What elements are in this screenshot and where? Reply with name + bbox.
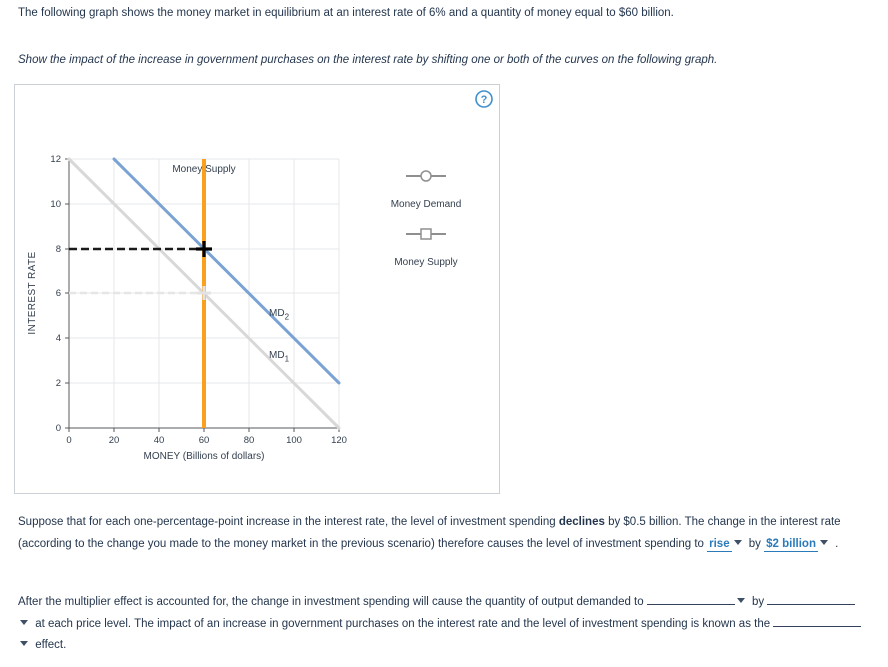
multiplier-question: After the multiplier effect is accounted… [18,592,866,657]
output-direction-dropdown[interactable] [646,592,735,605]
investment-amount-dropdown[interactable]: $2 billion [764,537,818,552]
investment-direction-dropdown[interactable]: rise [707,537,732,552]
legend-money-supply-label: Money Supply [394,257,457,268]
x-tick-labels: 0 20 40 60 80 100 120 [66,435,347,446]
effect-name-dropdown[interactable] [773,614,862,627]
svg-text:8: 8 [56,244,61,255]
dropdown-arrow-icon[interactable] [20,619,28,625]
dropdown-arrow-icon[interactable] [733,539,742,545]
svg-text:4: 4 [56,333,61,344]
money-supply-label: Money Supply [172,164,235,175]
graph-panel: ? [14,84,500,494]
svg-text:120: 120 [331,435,347,446]
original-equilibrium-marker [197,286,211,300]
y-tick-labels: 12 10 8 6 4 2 0 [50,154,61,434]
help-icon[interactable]: ? [475,90,493,108]
q1-text-3: by [745,537,765,550]
y-axis-title: INTEREST RATE [27,251,38,334]
q2-text-4: effect. [32,639,67,651]
dropdown-arrow-icon[interactable] [819,539,828,545]
q1-bold-declines: declines [558,516,605,528]
investment-spending-question: Suppose that for each one-percentage-poi… [18,512,866,555]
dropdown-arrow-icon[interactable] [736,598,745,603]
q1-text-1: Suppose that for each one-percentage-poi… [18,516,559,528]
svg-text:40: 40 [154,435,165,446]
svg-text:0: 0 [66,435,71,446]
svg-text:20: 20 [109,435,120,446]
money-demand-curve-new[interactable] [112,157,341,385]
money-market-graph: ? [27,90,493,462]
legend-money-demand-handle[interactable] [406,170,446,182]
x-axis-title: MONEY (Billions of dollars) [144,451,265,462]
md1-label: MD1 [269,350,290,364]
md2-label: MD2 [269,308,290,322]
instruction-text: Show the impact of the increase in gover… [18,54,718,66]
svg-text:10: 10 [50,199,61,210]
legend-money-demand-label: Money Demand [391,199,462,210]
q2-text-3: at each price level. The impact of an in… [32,617,774,630]
intro-text: The following graph shows the money mark… [18,7,674,19]
svg-text:0: 0 [56,423,61,434]
new-equilibrium-marker[interactable] [196,241,212,257]
q1-text-2: by $0.5 billion. The change in the inter… [18,516,841,550]
svg-text:80: 80 [244,435,255,446]
q1-text-4: . [831,537,839,550]
svg-text:60: 60 [199,435,210,446]
svg-text:100: 100 [286,435,302,446]
help-icon-glyph: ? [481,94,488,106]
q2-text-2: by [748,596,768,608]
svg-text:6: 6 [56,288,61,299]
legend-money-supply-handle[interactable] [406,228,446,240]
output-amount-dropdown[interactable] [767,592,856,605]
svg-text:2: 2 [56,378,61,389]
dropdown-arrow-icon[interactable] [20,641,28,646]
svg-text:12: 12 [50,154,61,165]
q2-text-1: After the multiplier effect is accounted… [18,596,647,608]
